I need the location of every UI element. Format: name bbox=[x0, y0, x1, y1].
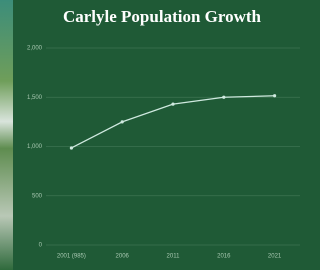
data-point bbox=[121, 120, 124, 123]
y-tick-label: 2,000 bbox=[27, 46, 43, 52]
chart: Carlyle Population Growth 05001,0001,500… bbox=[0, 0, 307, 270]
x-tick-label: 2001 (985) bbox=[57, 254, 86, 260]
x-tick-label: 2006 bbox=[116, 254, 130, 260]
chart-panel bbox=[13, 0, 307, 270]
y-tick-label: 1,000 bbox=[27, 144, 43, 150]
y-tick-label: 1,500 bbox=[27, 95, 43, 101]
data-point bbox=[70, 146, 73, 149]
chart-title: Carlyle Population Growth bbox=[63, 7, 262, 26]
y-tick-label: 500 bbox=[32, 193, 43, 199]
x-tick-label: 2021 bbox=[268, 254, 282, 260]
data-point bbox=[171, 103, 174, 106]
photo-strip bbox=[0, 0, 13, 270]
x-tick-label: 2016 bbox=[217, 254, 231, 260]
data-point bbox=[273, 94, 276, 97]
data-point bbox=[222, 96, 225, 99]
x-tick-label: 2011 bbox=[167, 254, 181, 260]
